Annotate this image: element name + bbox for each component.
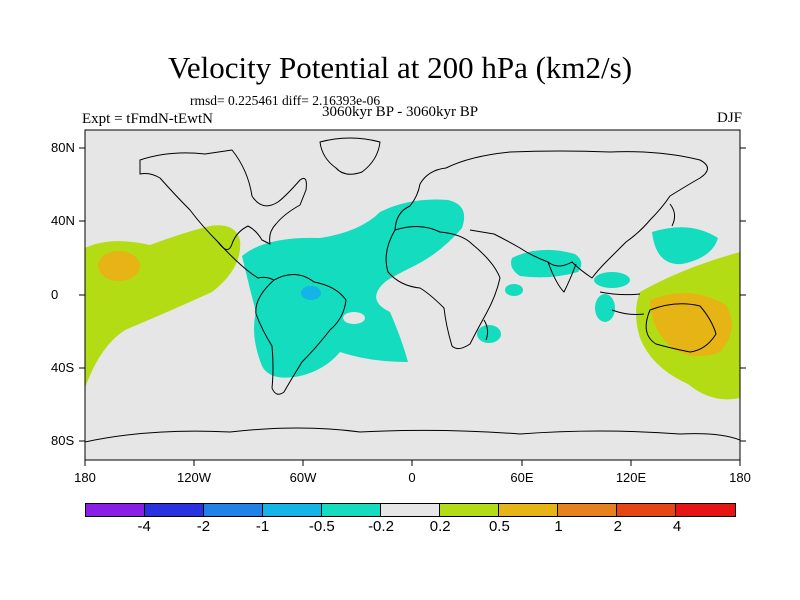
colorbar-label: 4 <box>672 518 682 535</box>
season-label: DJF <box>716 110 742 126</box>
xtick-60e: 60E <box>510 470 534 485</box>
coast-africa <box>385 226 501 350</box>
coast-greenland <box>319 137 381 175</box>
xtick-120w: 120W <box>177 470 211 485</box>
lat-ticks <box>79 147 746 442</box>
experiment-label: Expt = tFmdN-tEwtN <box>82 111 213 127</box>
ytick-40s: 40S <box>51 360 75 375</box>
negative-region-africa-south <box>477 325 501 343</box>
period-subtitle: 3060kyr BP - 3060kyr BP <box>321 104 479 120</box>
ytick-80n: 80N <box>51 140 75 155</box>
colorbar-box <box>145 504 205 516</box>
ytick-0: 0 <box>51 287 59 302</box>
coast-south-america <box>255 274 347 395</box>
colorbar-box <box>204 504 264 516</box>
neutral-gap-atlantic <box>380 285 408 299</box>
xtick-180-left: 180 <box>74 470 96 485</box>
xtick-120e: 120E <box>615 470 647 485</box>
colorbar-label: -0.2 <box>368 518 394 535</box>
lon-ticks <box>84 460 741 466</box>
colorbar-label: -1 <box>255 518 270 535</box>
negative-core-amazon <box>301 286 321 300</box>
coastlines <box>85 137 740 443</box>
coast-europe-asia <box>394 150 708 279</box>
neutral-gap-atlantic-south <box>343 312 365 324</box>
stats-text: rmsd= 0.225461 diff= 2.16393e-06 <box>190 93 381 108</box>
map-title: Velocity Potential at 200 hPa (km2/s) <box>167 50 633 85</box>
negative-region-maritime <box>595 294 615 322</box>
coast-antarctica <box>85 427 740 443</box>
xtick-0: 0 <box>408 470 416 485</box>
colorbar-box <box>617 504 677 516</box>
map-plot-area <box>85 130 740 460</box>
colorbar-label: -2 <box>196 518 211 535</box>
coast-japan <box>669 203 676 227</box>
negative-region-west-pacific <box>652 227 718 265</box>
negative-region-africa-east <box>505 284 523 296</box>
positive-core-pacific <box>98 251 140 281</box>
coast-north-america <box>139 149 307 250</box>
xtick-60w: 60W <box>289 470 317 485</box>
ytick-40n: 40N <box>51 213 75 228</box>
colorbar-box <box>440 504 500 516</box>
coast-indonesia <box>599 291 645 315</box>
colorbar-box <box>86 504 146 516</box>
colorbar-box <box>676 504 736 516</box>
colorbar-label: -0.5 <box>308 518 335 535</box>
xtick-180-right: 180 <box>729 470 751 485</box>
colorbar-label: 0.5 <box>488 518 510 535</box>
colorbar-label: 2 <box>613 518 622 535</box>
colorbar-box <box>322 504 382 516</box>
negative-region-indochina <box>594 272 630 288</box>
colorbar-label: 1 <box>554 518 563 535</box>
coast-australia <box>645 303 717 353</box>
coast-madagascar <box>483 319 489 341</box>
colorbar-box <box>381 504 441 516</box>
coast-central-america <box>217 241 275 281</box>
ytick-80s: 80S <box>51 433 75 448</box>
colorbar-box <box>558 504 618 516</box>
colorbar-box <box>499 504 559 516</box>
colorbar-label: -4 <box>137 518 151 535</box>
colorbar-box <box>263 504 323 516</box>
colorbar-label: 0.2 <box>429 518 451 535</box>
negative-region-indian-ocean <box>511 249 582 278</box>
coast-india <box>547 261 577 293</box>
negative-region-atlantic <box>242 199 465 378</box>
colorbar <box>85 503 737 517</box>
